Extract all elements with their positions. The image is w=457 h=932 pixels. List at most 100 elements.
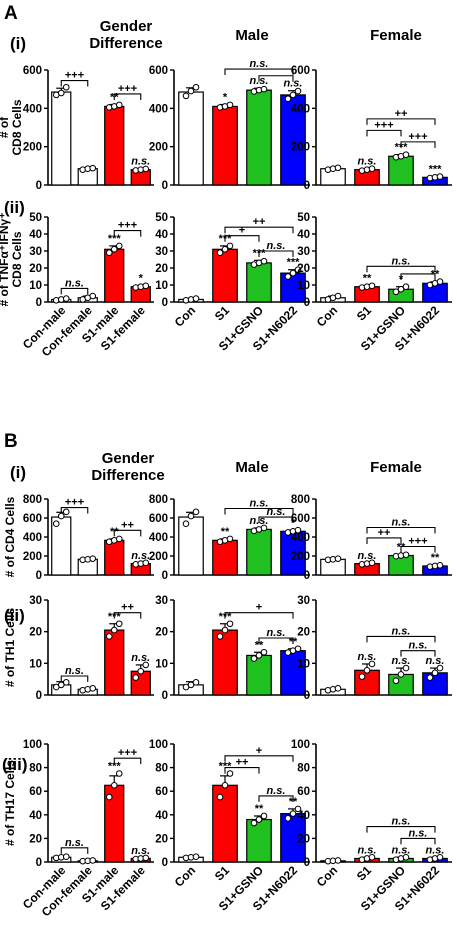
significance-label: n.s. — [392, 844, 411, 856]
bracket-label: n.s. — [65, 277, 84, 289]
data-point — [142, 165, 150, 173]
y-axis-label: # of CD4 Cells — [3, 496, 17, 577]
significance-bracket — [113, 529, 142, 537]
data-point — [260, 85, 268, 93]
data-point — [284, 95, 292, 103]
column-title-line: Gender — [102, 450, 155, 467]
significance-label: n.s. — [131, 550, 150, 562]
data-point — [115, 535, 123, 543]
data-point — [294, 87, 302, 95]
significance-label: ** — [255, 639, 264, 651]
y-tick-label: 20 — [29, 833, 42, 845]
y-tick-label: 20 — [29, 627, 42, 639]
section-label-b: B — [4, 431, 18, 452]
x-tick-label: Con — [172, 863, 198, 889]
data-point — [216, 633, 224, 640]
bracket-label: ++ — [378, 527, 391, 539]
data-point — [89, 555, 97, 562]
y-tick-label: 200 — [291, 551, 310, 563]
row-label-b-iii: (iii) — [2, 755, 28, 774]
bracket-label: n.s. — [392, 517, 411, 529]
data-point — [392, 288, 400, 296]
significance-bracket — [366, 118, 436, 125]
significance-label: *** — [108, 761, 122, 773]
y-tick-label: 20 — [155, 833, 168, 845]
data-point — [142, 559, 150, 567]
bar — [178, 91, 204, 186]
data-point — [221, 626, 229, 634]
y-tick-label: 600 — [149, 65, 168, 77]
column-title-female-a: Female — [370, 27, 422, 44]
data-point — [289, 269, 297, 277]
data-point — [89, 685, 97, 692]
data-point — [284, 273, 292, 280]
significance-bracket — [113, 93, 142, 100]
row-label-a-ii: (ii) — [4, 198, 25, 217]
bracket-label: n.s. — [267, 785, 286, 797]
data-point — [226, 101, 234, 109]
significance-bracket — [400, 273, 436, 280]
bar — [422, 672, 448, 696]
data-point — [115, 620, 123, 628]
bar — [246, 818, 272, 863]
significance-bracket — [224, 755, 294, 762]
significance-bracket — [113, 230, 142, 237]
bracket-label: +++ — [408, 131, 427, 143]
y-tick-label: 400 — [149, 103, 168, 115]
data-point — [368, 559, 376, 567]
data-point — [284, 815, 292, 822]
bracket-label: +++ — [408, 536, 427, 548]
data-point — [436, 664, 444, 672]
data-point — [402, 283, 410, 291]
significance-bracket — [224, 68, 294, 76]
data-point — [221, 782, 229, 789]
data-point — [260, 257, 268, 265]
bracket-label: n.s. — [65, 837, 84, 849]
data-point — [142, 854, 150, 862]
significance-bracket — [366, 265, 436, 273]
y-tick-label: 200 — [149, 142, 168, 154]
significance-bracket — [60, 675, 89, 682]
data-point — [110, 782, 118, 789]
y-tick-label: 50 — [297, 212, 310, 224]
y-tick-label: 400 — [291, 103, 310, 115]
significance-bracket — [224, 235, 260, 242]
significance-bracket — [113, 612, 142, 619]
bar — [212, 105, 238, 186]
bar — [280, 813, 306, 863]
significance-label: ** — [363, 273, 372, 285]
data-point — [334, 555, 342, 562]
data-point — [363, 667, 371, 674]
data-point — [115, 101, 123, 109]
significance-label: * — [291, 517, 296, 529]
y-tick-label: 60 — [155, 786, 168, 798]
y-tick-label: 80 — [155, 763, 168, 775]
data-point — [142, 282, 150, 290]
column-title-line: Difference — [89, 35, 162, 52]
significance-bracket — [366, 129, 402, 137]
significance-bracket — [60, 287, 89, 295]
data-point — [62, 295, 70, 302]
bracket-label: n.s. — [267, 240, 286, 252]
significance-bracket — [258, 250, 294, 257]
y-tick-label: 400 — [291, 532, 310, 544]
data-point — [187, 87, 195, 95]
bracket-label: n.s. — [409, 827, 428, 839]
y-axis-label: # ofCD8 Cells — [0, 99, 24, 155]
y-tick-label: 50 — [155, 212, 168, 224]
bracket-label: ++ — [121, 519, 134, 531]
y-tick-label: 800 — [149, 494, 168, 506]
data-point — [57, 512, 65, 520]
significance-bracket — [258, 795, 294, 802]
y-tick-label: 60 — [297, 786, 310, 798]
data-point — [226, 770, 234, 777]
bracket-label: n.s. — [409, 640, 428, 652]
data-point — [397, 671, 405, 678]
bar — [246, 89, 272, 186]
data-point — [255, 816, 263, 823]
row-label-a-i: (i) — [10, 34, 26, 53]
y-tick-label: 0 — [162, 180, 168, 192]
